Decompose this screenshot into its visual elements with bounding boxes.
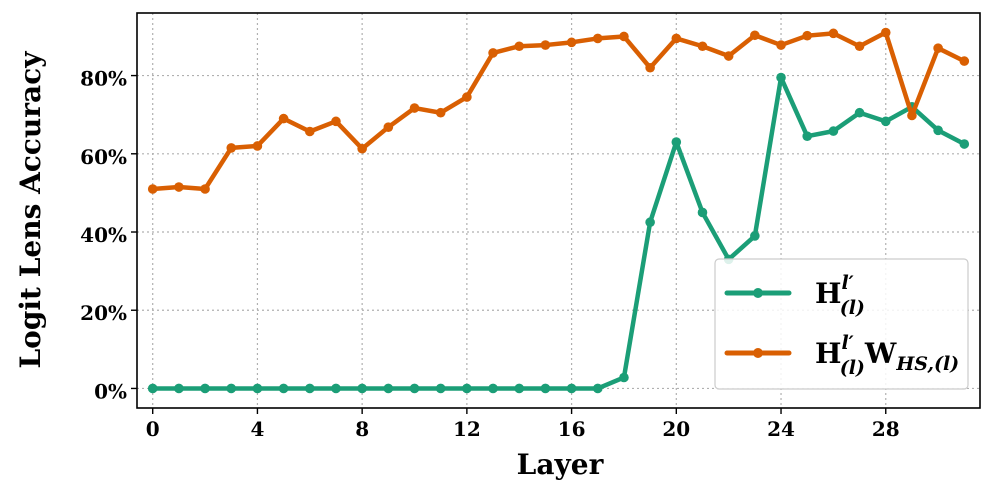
series-2-point <box>331 116 341 127</box>
series-2-point <box>907 110 917 121</box>
legend-entry-1: Hl′ (l) <box>724 272 865 319</box>
x-tick-label: 28 <box>872 417 900 441</box>
series-1-point <box>776 72 786 83</box>
series-layer <box>147 27 970 394</box>
series-1-point <box>147 383 158 394</box>
series-2-line <box>150 30 967 192</box>
series-1-point <box>488 383 498 394</box>
series-2-point <box>619 31 629 42</box>
series-2-point <box>200 184 210 194</box>
series-1-point <box>435 383 446 394</box>
series-2-point <box>147 184 158 194</box>
legend-label-2-sup: l′ <box>841 332 853 354</box>
series-2-point <box>723 51 734 61</box>
series-1-point <box>854 107 865 118</box>
series-2-point <box>514 41 525 52</box>
y-tick-label: 40% <box>80 223 127 247</box>
series-2-point <box>357 143 367 154</box>
series-2-point <box>959 56 970 66</box>
series-2-point <box>174 182 184 192</box>
series-1 <box>147 72 970 394</box>
x-tick-label: 4 <box>250 417 264 441</box>
series-1-point <box>304 383 315 394</box>
y-tick-label: 60% <box>80 145 127 169</box>
series-2-point <box>488 48 498 58</box>
legend-swatch-marker <box>753 348 763 358</box>
series-1-point <box>174 383 184 394</box>
series-1-point <box>645 217 655 228</box>
x-tick-label: 0 <box>146 417 160 441</box>
series-1-point <box>540 383 551 394</box>
plot-frame <box>136 12 981 409</box>
series-2-point <box>409 103 420 113</box>
series-2-point <box>880 27 891 38</box>
series-1-point <box>252 383 263 394</box>
series-2-point <box>828 28 839 39</box>
series-1-point <box>566 383 577 394</box>
series-2-point <box>933 43 943 53</box>
series-2-point <box>383 122 394 132</box>
series-2-point <box>592 33 603 44</box>
x-tick-label: 12 <box>453 417 481 441</box>
series-2-point <box>252 141 263 151</box>
series-1-point <box>357 383 367 394</box>
series-2-point <box>802 30 813 41</box>
series-2-point <box>435 107 446 118</box>
series-2-point <box>540 40 551 50</box>
legend: Hl′ (l) Hl′ (l)WHS,(l) <box>714 258 969 390</box>
series-1-point <box>750 231 760 241</box>
legend-label-1: Hl′ (l) <box>815 272 865 319</box>
x-axis-title: Layer <box>517 448 605 481</box>
series-1-point <box>671 137 682 147</box>
series-2-point <box>462 92 472 102</box>
series-1-point <box>828 126 839 136</box>
legend-entry-2: Hl′ (l)WHS,(l) <box>724 332 959 379</box>
series-1-point <box>514 383 525 394</box>
series-1-point <box>697 207 708 218</box>
series-1-point <box>226 383 237 394</box>
series-2-point <box>854 41 865 52</box>
ticks: 0 4 8 12 16 20 24 28 0% 20% 40% 60% 80% <box>80 67 900 441</box>
legend-label-2-main: H <box>815 337 841 370</box>
series-1-point <box>592 383 603 394</box>
y-tick-label: 20% <box>80 301 127 325</box>
series-1-point <box>462 383 472 394</box>
series-1-point <box>959 139 970 149</box>
series-1-point <box>619 372 629 383</box>
x-tick-label: 24 <box>767 417 795 441</box>
series-1-point <box>331 383 341 394</box>
y-tick-label: 80% <box>80 67 127 91</box>
legend-swatch-marker <box>753 288 763 298</box>
x-tick-label: 8 <box>355 417 369 441</box>
legend-label-1-sup: l′ <box>841 272 853 294</box>
y-axis-title: Logit Lens Accuracy <box>14 51 47 369</box>
series-1-point <box>880 116 891 127</box>
legend-label-1-main: H <box>815 277 841 310</box>
series-2-point <box>566 37 577 48</box>
series-2-point <box>697 41 708 52</box>
x-tick-label: 16 <box>558 417 586 441</box>
y-tick-label: 0% <box>94 379 127 403</box>
x-tick-label: 20 <box>662 417 690 441</box>
legend-label-1-sub: (l) <box>840 297 865 319</box>
series-1-point <box>278 383 289 394</box>
series-1-point <box>200 383 210 394</box>
series-1-point <box>802 131 813 141</box>
series-1-point <box>383 383 394 394</box>
series-2-point <box>278 113 289 124</box>
series-2-point <box>645 62 655 73</box>
legend-label-2-sub: (l) <box>840 357 865 379</box>
series-2-point <box>304 126 315 137</box>
series-2-point <box>226 143 237 153</box>
series-2-point <box>750 30 760 41</box>
series-2-point <box>671 33 682 44</box>
series-2-point <box>776 40 786 50</box>
series-1-point <box>409 383 420 394</box>
legend-label-2: Hl′ (l)WHS,(l) <box>815 332 959 379</box>
series-2 <box>147 27 970 194</box>
legend-label-2-sub2: HS,(l) <box>895 353 959 375</box>
legend-label-2-main2: W <box>864 337 897 370</box>
series-1-point <box>933 125 943 136</box>
